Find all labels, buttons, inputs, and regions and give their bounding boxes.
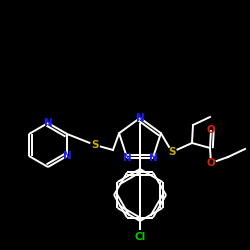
Text: S: S — [91, 140, 99, 150]
Text: N: N — [136, 113, 144, 123]
Text: N: N — [63, 151, 72, 161]
Text: Cl: Cl — [134, 232, 145, 242]
Text: N: N — [123, 153, 132, 163]
Text: N: N — [148, 153, 157, 163]
Text: O: O — [206, 158, 216, 168]
Text: O: O — [206, 125, 216, 135]
Text: N: N — [44, 118, 52, 128]
Text: S: S — [168, 147, 176, 157]
